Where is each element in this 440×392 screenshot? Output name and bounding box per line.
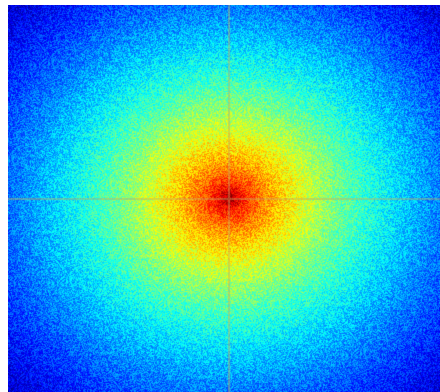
fft-spectrum-image — [8, 5, 440, 392]
